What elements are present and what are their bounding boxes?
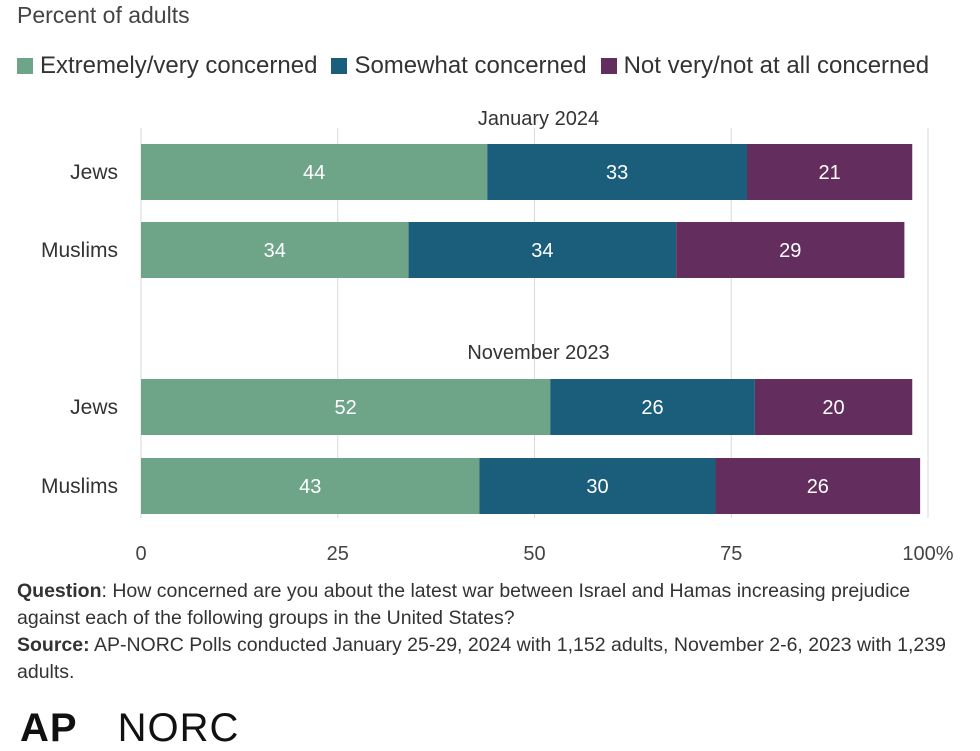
group-title: January 2024 [478,108,599,130]
bar-segment-not-very-not-at-all-concerned [715,458,921,514]
source-note: Source: AP-NORC Polls conducted January … [17,632,967,686]
data-label: 20 [822,397,844,419]
bar-segment-extremely-very-concerned [141,144,488,200]
legend-label-somewhat: Somewhat concerned [354,52,587,79]
question-note: Question: How concerned are you about th… [17,578,967,632]
legend-swatch-extremely-very [17,58,33,74]
x-tick-label: 100% [902,543,953,565]
data-label: 30 [586,476,608,498]
bar-segment-extremely-very-concerned [141,379,551,435]
data-label: 33 [606,162,628,184]
category-label: Muslims [41,475,118,498]
chart-subtitle: Percent of adults [17,2,190,28]
data-label: 29 [779,240,801,262]
legend: Extremely/very concerned Somewhat concer… [17,52,929,80]
bar-segment-not-very-not-at-all-concerned [746,144,913,200]
bar-segment-somewhat-concerned [550,379,755,435]
category-label: Muslims [41,239,118,262]
bar-segment-not-very-not-at-all-concerned [676,222,905,278]
source-label: Source: [17,634,90,656]
data-label: 21 [819,162,841,184]
norc-logo-text: NORC [117,706,240,750]
category-label: Jews [70,396,118,419]
data-label: 26 [641,397,663,419]
x-tick-label: 75 [720,543,742,565]
group-title: November 2023 [467,342,609,364]
bar-segment-extremely-very-concerned [141,458,480,514]
legend-swatch-somewhat [331,58,348,74]
data-label: 34 [531,240,553,262]
bar-segment-somewhat-concerned [408,222,677,278]
x-tick-label: 25 [327,543,349,565]
ap-logo-text: AP [20,706,78,750]
question-label: Question [17,580,102,602]
source-text: AP-NORC Polls conducted January 25-29, 2… [17,634,946,683]
category-label: Jews [70,161,118,184]
question-text: : How concerned are you about the latest… [17,580,911,629]
bar-segment-somewhat-concerned [479,458,716,514]
legend-item-somewhat: Somewhat concerned [331,52,587,80]
stacked-bar-chart: 0 25 50 75 100% January 2024 Jews 44 33 21 Muslims… [41,108,954,565]
ap-norc-logo: AP NORC [20,706,239,751]
data-label: 52 [334,397,356,419]
data-label: 44 [303,162,325,184]
x-tick-label: 50 [523,543,545,565]
x-tick-label: 0 [135,543,146,565]
legend-label-extremely-very: Extremely/very concerned [40,52,318,79]
legend-swatch-not-very [600,58,617,74]
data-label: 34 [264,240,286,262]
legend-item-extremely-very: Extremely/very concerned [17,52,317,80]
legend-label-not-very: Not very/not at all concerned [623,52,930,79]
bar-segment-extremely-very-concerned [141,222,409,278]
data-label: 26 [807,476,829,498]
bar-segment-somewhat-concerned [487,144,747,200]
legend-item-not-very: Not very/not at all concerned [600,52,930,80]
data-label: 43 [299,476,321,498]
bar-segment-not-very-not-at-all-concerned [754,379,913,435]
chart-notes: Question: How concerned are you about th… [17,578,967,686]
